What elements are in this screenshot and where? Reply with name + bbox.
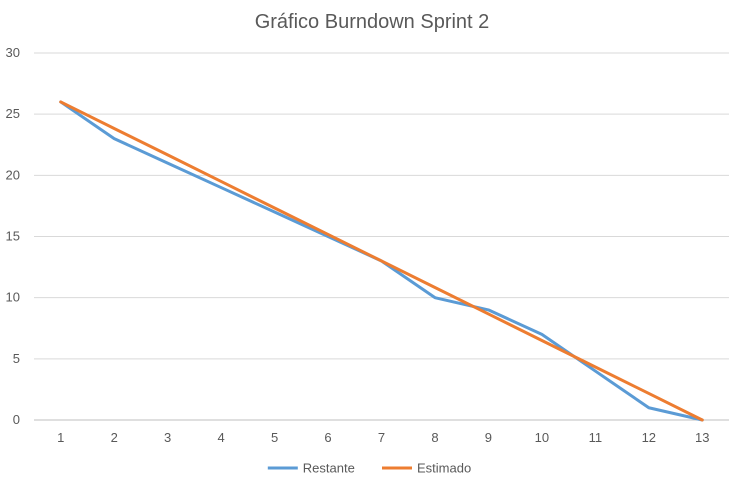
y-tick-label: 30 [6, 45, 20, 60]
y-tick-label: 25 [6, 106, 20, 121]
series-lines [59, 100, 704, 422]
y-tick-label: 0 [13, 412, 20, 427]
series-line-estimado [59, 100, 704, 422]
legend: Restante Estimado [267, 461, 471, 476]
chart-title: Gráfico Burndown Sprint 2 [255, 11, 490, 33]
x-tick-label: 10 [535, 430, 549, 445]
x-tick-label: 5 [271, 430, 278, 445]
grid-lines [34, 52, 729, 421]
x-tick-label: 4 [217, 430, 224, 445]
x-tick-label: 12 [642, 430, 656, 445]
x-tick-label: 9 [485, 430, 492, 445]
y-tick-label: 20 [6, 167, 20, 182]
legend-label-restante: Restante [303, 461, 355, 476]
x-tick-label: 3 [164, 430, 171, 445]
y-tick-label: 15 [6, 229, 20, 244]
legend-label-estimado: Estimado [417, 461, 471, 476]
x-tick-label: 7 [378, 430, 385, 445]
x-tick-label: 2 [111, 430, 118, 445]
x-tick-label: 8 [431, 430, 438, 445]
x-tick-label: 1 [57, 430, 64, 445]
x-tick-label: 13 [695, 430, 709, 445]
x-tick-label: 6 [324, 430, 331, 445]
y-tick-label: 10 [6, 290, 20, 305]
y-tick-label: 5 [13, 351, 20, 366]
x-tick-label: 11 [589, 430, 603, 445]
